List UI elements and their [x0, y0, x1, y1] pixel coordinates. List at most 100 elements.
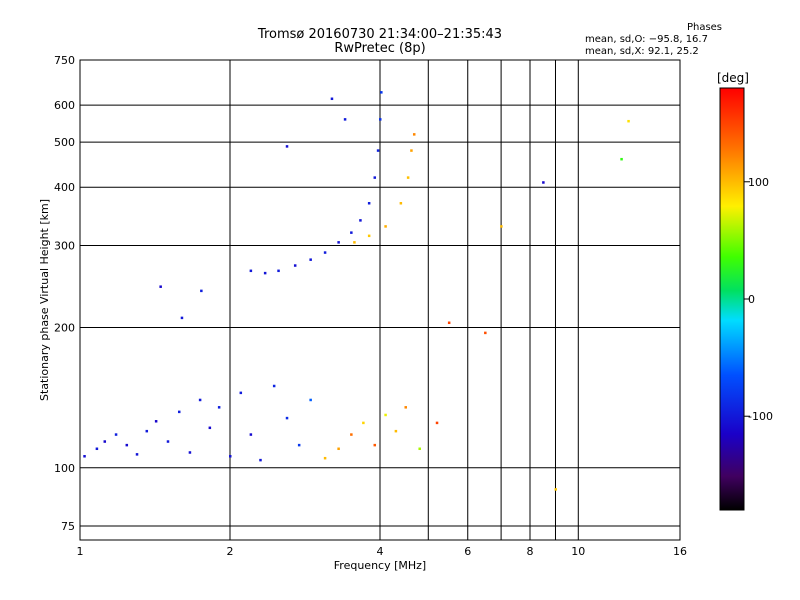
- echo-point-o: [159, 285, 162, 288]
- y-tick-label: 600: [54, 99, 75, 112]
- echo-point-o: [542, 181, 545, 184]
- x-tick-label: 1: [77, 545, 84, 558]
- y-tick-label: 100: [54, 462, 75, 475]
- echo-point-o: [83, 455, 86, 458]
- echo-point-x: [447, 321, 451, 325]
- echo-point-o: [285, 416, 289, 420]
- echo-point-x: [399, 202, 403, 205]
- echo-point-x: [337, 447, 340, 451]
- x-tick-label: 2: [227, 545, 234, 558]
- echo-point-x: [323, 456, 327, 460]
- echo-point-o: [309, 398, 312, 402]
- colorbar-tick-label: 100: [748, 176, 769, 189]
- echo-point-x: [404, 406, 407, 409]
- echo-point-x: [384, 225, 387, 228]
- echo-point-o: [135, 453, 139, 456]
- echo-point-o: [272, 384, 276, 388]
- phases-x-line: mean, sd,X: 92.1, 25.2: [585, 46, 699, 57]
- echo-point-x: [394, 429, 398, 433]
- echo-point-x: [410, 149, 413, 152]
- colorbar-label: [deg]: [717, 71, 749, 85]
- colorbar: [719, 87, 745, 511]
- echo-point-o: [103, 440, 107, 443]
- phases-summary: Phases mean, sd,O: −95.8, 16.7 mean, sd,…: [585, 22, 790, 58]
- echo-point-o: [154, 420, 158, 423]
- echo-point-o: [379, 118, 382, 121]
- echo-point-x: [500, 225, 503, 228]
- echo-point-o: [180, 316, 184, 320]
- echo-point-o: [125, 443, 129, 447]
- x-tick-label: 16: [673, 545, 687, 558]
- colorbar-tick-label: 0: [748, 293, 755, 306]
- y-tick-label: 200: [54, 322, 75, 335]
- y-axis-label: Stationary phase Virtual Height [km]: [38, 199, 51, 401]
- echo-point-o: [350, 231, 353, 234]
- phases-o-line: mean, sd,O: −95.8, 16.7: [585, 34, 708, 45]
- x-tick-label: 6: [464, 545, 471, 558]
- y-tick-label: 400: [54, 181, 75, 194]
- x-axis-label: Frequency [MHz]: [334, 559, 426, 572]
- x-axis-ticks: 1 2 4 6 8 10 16: [77, 545, 688, 558]
- chart-title: Tromsø 20160730 21:34:00–21:35:43: [257, 27, 503, 42]
- echo-point-o: [229, 455, 232, 458]
- echo-point-o: [239, 391, 243, 395]
- echo-point-x: [620, 157, 623, 161]
- echo-point-x: [412, 133, 416, 136]
- echo-point-x: [367, 234, 371, 238]
- echo-point-o: [380, 91, 383, 94]
- echo-point-o: [259, 458, 262, 462]
- echo-point-o: [208, 426, 212, 430]
- echo-point-o: [330, 97, 334, 101]
- echo-point-o: [285, 145, 289, 148]
- echo-point-o: [376, 149, 380, 152]
- echo-point-o: [200, 289, 203, 293]
- echo-point-o: [373, 176, 377, 179]
- echo-point-o: [145, 429, 149, 433]
- echo-point-x: [373, 443, 377, 447]
- echo-point-x: [627, 119, 630, 123]
- echo-point-x: [418, 447, 421, 451]
- echo-point-x: [384, 413, 387, 417]
- echo-point-o: [177, 410, 181, 414]
- echo-point-o: [114, 433, 118, 436]
- colorbar-tick-label: -100: [748, 410, 773, 423]
- y-tick-label: 300: [54, 239, 75, 252]
- phases-heading: Phases: [686, 22, 723, 33]
- echo-point-x: [353, 241, 356, 244]
- echo-point-o: [359, 219, 362, 222]
- chart-subtitle: RwPretec (8p): [334, 41, 426, 56]
- echo-point-o: [309, 258, 312, 261]
- echo-point-o: [263, 271, 267, 275]
- echo-point-x: [554, 488, 557, 491]
- y-tick-label: 750: [54, 54, 75, 67]
- x-tick-label: 10: [571, 545, 585, 558]
- y-tick-label: 500: [54, 136, 75, 149]
- echo-point-o: [95, 447, 99, 451]
- echo-point-o: [277, 269, 280, 273]
- echo-point-o: [188, 451, 192, 454]
- y-tick-label: 75: [61, 520, 75, 533]
- echo-point-o: [367, 202, 371, 205]
- echo-point-o: [323, 251, 327, 254]
- echo-point-o: [166, 440, 170, 443]
- y-axis-ticks: 75 100 200 300 400 500 600 750: [54, 54, 75, 533]
- echo-point-o: [249, 269, 253, 273]
- echo-point-o: [337, 241, 340, 244]
- echo-point-x: [406, 176, 410, 179]
- echo-point-o: [198, 398, 202, 402]
- data-points: [83, 91, 630, 491]
- echo-point-x: [350, 433, 353, 436]
- x-tick-label: 8: [527, 545, 534, 558]
- plot-frame: [79, 59, 681, 541]
- echo-point-x: [484, 331, 487, 335]
- echo-point-o: [343, 118, 347, 121]
- x-tick-label: 4: [377, 545, 384, 558]
- echo-point-o: [293, 264, 297, 267]
- echo-point-o: [297, 443, 301, 447]
- grid-lines: [80, 60, 680, 540]
- colorbar-ticks: 100 0 -100: [744, 176, 773, 423]
- echo-point-x: [435, 421, 439, 425]
- echo-point-o: [249, 433, 253, 436]
- echo-point-o: [217, 406, 221, 409]
